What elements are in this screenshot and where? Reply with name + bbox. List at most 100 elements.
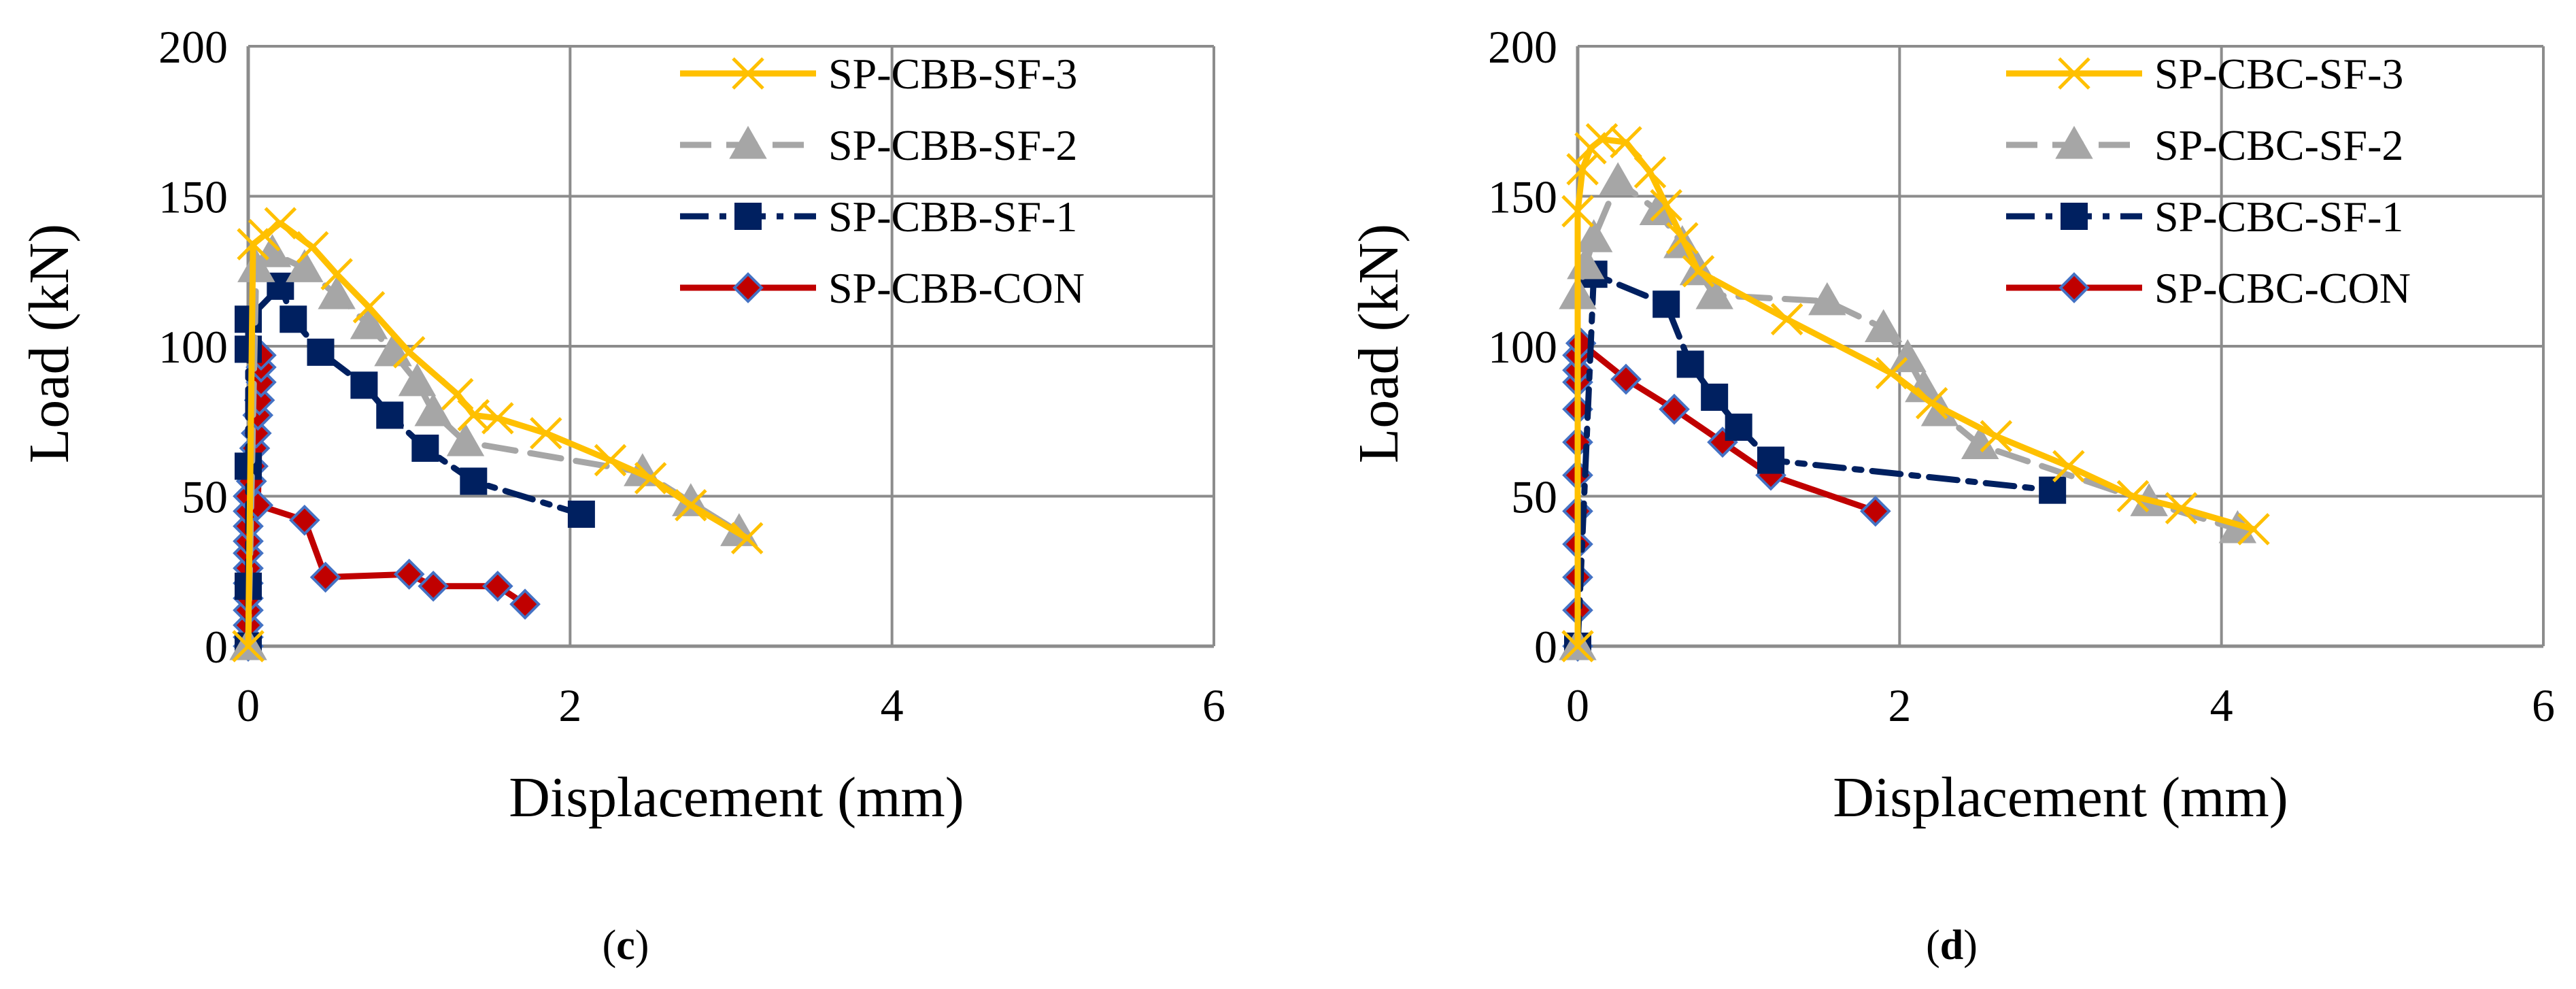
chart-d-y-axis-label: Load (kN) xyxy=(1347,224,1410,463)
data-point-sp-cbb-sf-3 xyxy=(232,630,265,663)
chart-c-y-tick-label: 200 xyxy=(158,21,228,73)
data-point-sp-cbc-sf-3 xyxy=(1561,630,1594,663)
data-point-sp-cbb-sf-2 xyxy=(398,363,437,397)
legend-label-sp-cbc-con: SP-CBC-CON xyxy=(2154,264,2411,312)
chart-d-y-tick-label: 50 xyxy=(1511,471,1557,523)
data-point-sp-cbc-sf-1 xyxy=(1725,414,1752,441)
legend-label-sp-cbc-sf-2: SP-CBC-SF-2 xyxy=(2154,121,2403,169)
data-point-sp-cbb-sf-1 xyxy=(411,434,439,462)
chart-d-x-tick-label: 0 xyxy=(1566,680,1589,731)
chart-c-x-axis-label: Displacement (mm) xyxy=(509,766,964,829)
chart-d-legend: SP-CBC-SF-3 SP-CBC-SF-2 SP-CBC-SF-1 SP-CBC-… xyxy=(2006,50,2411,312)
chart-d-x-axis-label: Displacement (mm) xyxy=(1833,766,2288,829)
data-point-sp-cbc-sf-3 xyxy=(1561,195,1594,228)
data-point-sp-cbb-sf-2 xyxy=(318,276,356,309)
data-point-sp-cbb-sf-3 xyxy=(248,219,281,252)
data-point-sp-cbb-sf-3 xyxy=(634,462,667,495)
data-point-sp-cbb-sf-2 xyxy=(446,423,485,456)
chart-c-x-tick-label: 6 xyxy=(1202,680,1225,731)
data-point-sp-cbc-sf-2 xyxy=(1599,162,1637,195)
chart-c-x-tick-label: 4 xyxy=(881,680,904,731)
data-point-sp-cbb-sf-3 xyxy=(264,207,297,239)
data-point-sp-cbb-sf-2 xyxy=(350,306,388,339)
data-point-sp-cbc-sf-3 xyxy=(2237,513,2270,546)
legend-marker-sp-cbb-sf-1 xyxy=(734,203,762,230)
data-point-sp-cbb-sf-3 xyxy=(441,378,474,411)
chart-d-tick-labels: 0 50 100 150 200 0 2 4 6 xyxy=(1488,21,2555,731)
chart-c-x-tick-label: 2 xyxy=(558,680,581,731)
chart-c-tick-labels: 0 50 100 150 200 0 2 4 6 xyxy=(158,21,1225,731)
chart-c-legend: SP-CBB-SF-3 SP-CBB-SF-2 SP-CBB-SF-1 SP-CBB-… xyxy=(680,50,1085,312)
data-point-sp-cbb-sf-3 xyxy=(675,488,707,522)
chart-d-caption-close: ) xyxy=(1963,922,1978,969)
data-point-sp-cbc-sf-3 xyxy=(1682,254,1715,288)
data-point-sp-cbb-sf-2 xyxy=(414,393,452,426)
data-point-sp-cbb-sf-1 xyxy=(307,338,335,366)
legend-marker-sp-cbc-sf-1 xyxy=(2061,203,2088,230)
data-point-sp-cbc-sf-3 xyxy=(1875,356,1908,390)
legend-marker-sp-cbc-con xyxy=(2058,272,2090,303)
data-point-sp-cbb-sf-3 xyxy=(530,417,562,450)
data-point-sp-cbc-sf-2 xyxy=(1574,219,1613,252)
chart-c-y-tick-label: 0 xyxy=(205,621,228,673)
chart-c-caption-open: ( xyxy=(603,922,617,969)
chart-c-gridlines xyxy=(248,45,1215,646)
data-point-sp-cbc-con xyxy=(1860,495,1891,527)
data-point-sp-cbc-sf-3 xyxy=(1610,126,1642,158)
data-point-sp-cbb-con xyxy=(509,588,541,620)
data-point-sp-cbc-sf-3 xyxy=(2165,492,2198,524)
legend-label-sp-cbb-sf-2: SP-CBB-SF-2 xyxy=(828,121,1077,169)
legend-marker-sp-cbc-sf-2 xyxy=(2055,125,2093,159)
data-point-sp-cbb-sf-3 xyxy=(481,402,514,435)
legend-label-sp-cbb-sf-1: SP-CBB-SF-1 xyxy=(828,192,1077,241)
data-point-sp-cbb-sf-3 xyxy=(320,258,353,290)
chart-c-y-axis-label: Load (kN) xyxy=(18,224,81,463)
data-point-sp-cbb-con xyxy=(289,504,320,536)
chart-d-series xyxy=(1559,122,2270,663)
data-point-sp-cbc-sf-3 xyxy=(1650,188,1682,222)
chart-d-caption-open: ( xyxy=(1926,922,1940,969)
data-point-sp-cbc-sf-3 xyxy=(2052,450,2085,483)
data-point-sp-cbc-sf-2 xyxy=(1808,282,1846,316)
data-point-sp-cbb-sf-1 xyxy=(567,500,595,528)
data-point-sp-cbc-sf-3 xyxy=(1566,153,1599,186)
data-point-sp-cbb-sf-1 xyxy=(350,371,378,399)
data-point-sp-cbb-sf-2 xyxy=(253,234,292,267)
chart-c-x-tick-label: 0 xyxy=(237,680,260,731)
data-point-sp-cbc-sf-3 xyxy=(1633,156,1667,188)
chart-d-caption-letter: d xyxy=(1940,922,1963,969)
data-point-sp-cbc-sf-3 xyxy=(1770,303,1803,336)
legend-marker-sp-cbc-sf-3 xyxy=(2058,57,2090,90)
data-point-sp-cbc-sf-1 xyxy=(2039,476,2067,504)
data-point-sp-cbc-sf-1 xyxy=(1676,350,1704,378)
data-point-sp-cbc-sf-2 xyxy=(1695,276,1733,309)
data-point-sp-cbb-sf-1 xyxy=(460,467,488,495)
chart-d-y-tick-label: 0 xyxy=(1534,621,1557,673)
data-point-sp-cbc-con xyxy=(1659,393,1690,425)
data-point-sp-cbc-sf-2 xyxy=(1864,309,1903,343)
chart-c-y-tick-label: 50 xyxy=(182,471,228,523)
chart-c-caption-close: ) xyxy=(635,922,649,969)
data-point-sp-cbb-sf-3 xyxy=(392,336,426,369)
chart-d-y-tick-label: 100 xyxy=(1488,321,1557,373)
data-point-sp-cbb-sf-3 xyxy=(594,443,627,477)
chart-d-x-tick-label: 4 xyxy=(2210,680,2233,731)
chart-c-caption: (c) xyxy=(603,922,649,969)
data-point-sp-cbb-sf-3 xyxy=(730,522,764,555)
data-point-sp-cbb-con xyxy=(418,570,449,602)
data-point-sp-cbb-con xyxy=(393,558,425,590)
chart-c-caption-letter: c xyxy=(616,922,635,969)
chart-d-x-tick-label: 2 xyxy=(1888,680,1911,731)
chart-d-x-tick-label: 6 xyxy=(2532,680,2555,731)
legend-label-sp-cbc-sf-1: SP-CBC-SF-1 xyxy=(2154,192,2403,241)
legend-label-sp-cbb-con: SP-CBB-CON xyxy=(828,264,1085,312)
data-point-sp-cbb-con xyxy=(482,570,513,602)
data-point-sp-cbc-sf-3 xyxy=(1915,387,1948,420)
data-point-sp-cbc-sf-3 xyxy=(1980,420,2013,453)
chart-d-y-tick-label: 150 xyxy=(1488,171,1557,223)
legend-marker-sp-cbb-con xyxy=(732,272,764,303)
chart-c-y-tick-label: 150 xyxy=(158,171,228,223)
data-point-sp-cbc-sf-3 xyxy=(1666,222,1699,255)
